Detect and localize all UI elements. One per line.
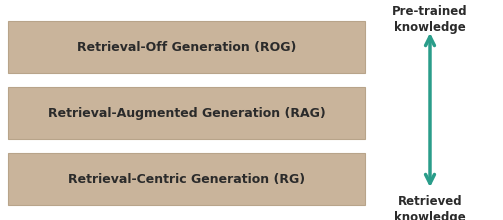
Text: Retrieval-Off Generation (ROG): Retrieval-Off Generation (ROG)	[77, 40, 296, 53]
Text: Retrieval-Centric Generation (RG): Retrieval-Centric Generation (RG)	[68, 172, 305, 185]
Text: Retrieved
knowledge: Retrieved knowledge	[394, 195, 466, 220]
FancyBboxPatch shape	[8, 21, 365, 73]
FancyBboxPatch shape	[8, 153, 365, 205]
Text: Pre-trained
knowledge: Pre-trained knowledge	[392, 5, 468, 34]
Text: Retrieval-Augmented Generation (RAG): Retrieval-Augmented Generation (RAG)	[48, 106, 325, 119]
FancyBboxPatch shape	[8, 87, 365, 139]
